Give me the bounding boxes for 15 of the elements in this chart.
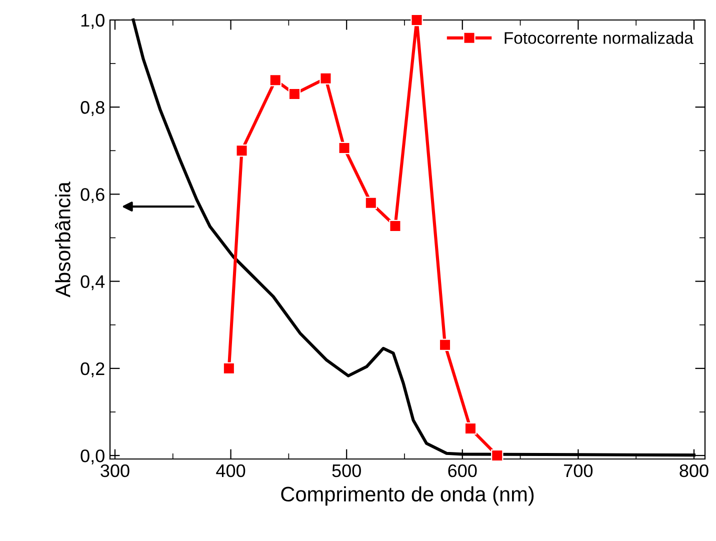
- x-tick-label: 300: [100, 464, 130, 478]
- x-tick-label: 800: [680, 464, 708, 478]
- y-tick-label: 0,8: [80, 101, 104, 116]
- x-tick-label: 500: [332, 464, 361, 478]
- y-tick-label: 0,0: [80, 449, 104, 464]
- y-tick-label: 0,4: [80, 275, 105, 290]
- y-tick-label: 0,2: [80, 362, 104, 378]
- y-tick-label: 1,0: [81, 14, 104, 29]
- y-tick-label: 0,6: [80, 188, 104, 204]
- y-axis-title: Absorbância: [54, 182, 70, 298]
- x-tick-label: 700: [564, 464, 593, 478]
- x-tick-label: 400: [216, 464, 246, 478]
- legend-label: Fotocorrente normalizada: [504, 32, 694, 44]
- x-tick-label: 600: [448, 464, 477, 478]
- x-axis-title: Comprimento de onda (nm): [281, 486, 534, 506]
